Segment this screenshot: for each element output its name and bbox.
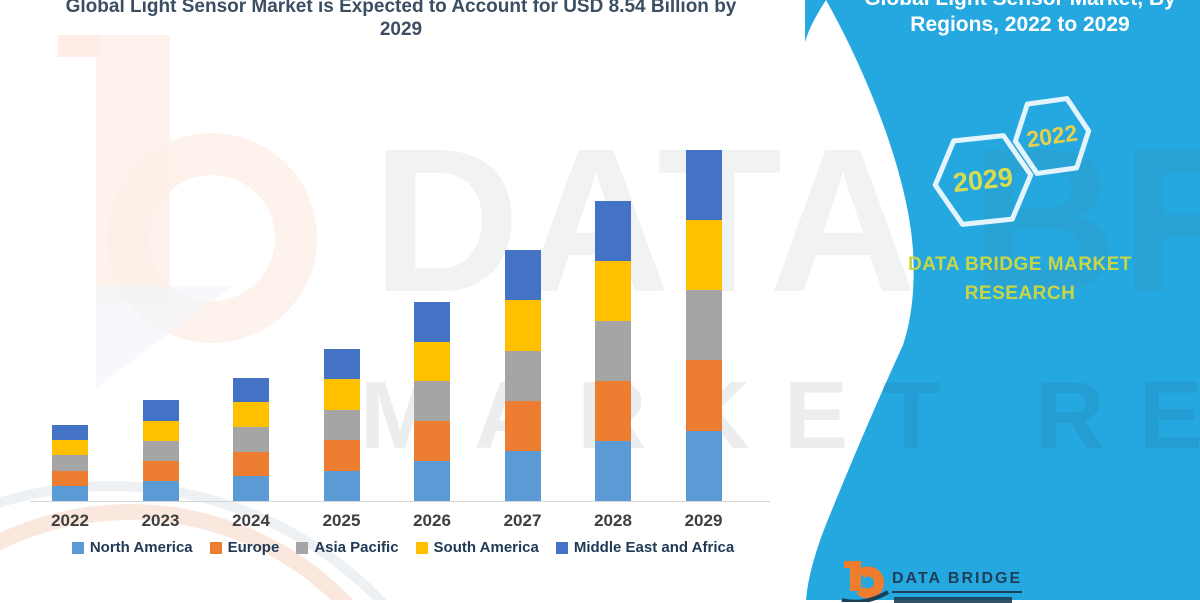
bar-segment-2023	[142, 400, 179, 421]
legend-label: South America	[433, 539, 539, 556]
bar-segment-2029	[685, 219, 722, 291]
hexagon-2029-label: 2029	[951, 161, 1015, 198]
bar-segment-2025	[323, 409, 360, 441]
bar-2026	[414, 301, 450, 501]
x-axis-label-2026: 2026	[413, 511, 451, 530]
bar-segment-2025	[323, 379, 360, 410]
bar-segment-2027	[504, 250, 541, 301]
x-axis-label-2027: 2027	[503, 511, 542, 530]
bar-segment-2029	[685, 149, 722, 220]
bar-segment-2026	[414, 461, 450, 501]
bar-segment-2022	[52, 455, 88, 471]
brand-text-line1: DATA BRIDGE MARKET	[908, 254, 1132, 275]
x-axis-label-2029: 2029	[684, 511, 723, 530]
legend-item: South America	[415, 539, 539, 556]
bar-segment-2028	[595, 201, 631, 261]
bar-segment-2029	[685, 430, 722, 501]
bar-segment-2024	[233, 451, 269, 477]
brand-text: DATA BRIDGE MARKET RESEARCH	[860, 250, 1180, 308]
bar-segment-2023	[142, 440, 179, 461]
bar-segment-2022	[52, 424, 88, 441]
legend-item: Middle East and Africa	[555, 539, 735, 556]
bar-segment-2028	[595, 261, 631, 321]
bar-segment-2028	[595, 321, 631, 381]
bar-segment-2029	[685, 290, 722, 361]
legend-swatch-icon	[415, 541, 428, 554]
bar-segment-2024	[233, 427, 269, 452]
bar-segment-2028	[595, 441, 631, 501]
bar-segment-2029	[685, 360, 722, 431]
x-axis-label-2028: 2028	[594, 511, 632, 530]
bar-segment-2025	[323, 440, 360, 471]
bar-segment-2023	[142, 420, 179, 441]
panel-title: Global Light Sensor Market, By Regions, …	[845, 0, 1195, 38]
footer-logo: DATA BRIDGE	[840, 558, 1160, 603]
hexagon-2029: 2029	[928, 130, 1039, 230]
bar-segment-2026	[414, 341, 450, 382]
chart-title-line2: 2029	[379, 19, 423, 40]
legend-label: Middle East and Africa	[573, 539, 735, 556]
bar-segment-2027	[504, 350, 541, 401]
bar-segment-2026	[414, 421, 450, 462]
bar-2029	[685, 149, 722, 501]
chart-title-line1: Global Light Sensor Market is Expected t…	[65, 0, 737, 17]
brand-text-line2: RESEARCH	[964, 283, 1076, 304]
bar-segment-2024	[233, 377, 269, 403]
bar-segment-2028	[595, 381, 631, 441]
bar-segment-2027	[504, 450, 541, 501]
footer-logo-cut-strip	[894, 597, 1012, 603]
footer-logo-text: DATA BRIDGE	[892, 570, 1023, 593]
bar-segment-2024	[233, 402, 269, 428]
footer-logo-b-icon	[841, 561, 890, 602]
bar-2028	[595, 201, 631, 501]
bar-segment-2025	[323, 348, 360, 380]
panel-title-line2: Regions, 2022 to 2029	[910, 13, 1130, 36]
bar-segment-2023	[142, 460, 179, 481]
bar-2027	[504, 250, 541, 501]
legend-swatch-icon	[555, 541, 568, 554]
bar-segment-2027	[504, 300, 541, 351]
bar-segment-2026	[414, 301, 450, 342]
panel-title-line1: Global Light Sensor Market, By	[845, 0, 1195, 12]
bar-segment-2022	[52, 440, 88, 456]
bar-segment-2026	[414, 381, 450, 422]
chart-title: Global Light Sensor Market is Expected t…	[20, 0, 782, 41]
bar-segment-2027	[504, 400, 541, 451]
